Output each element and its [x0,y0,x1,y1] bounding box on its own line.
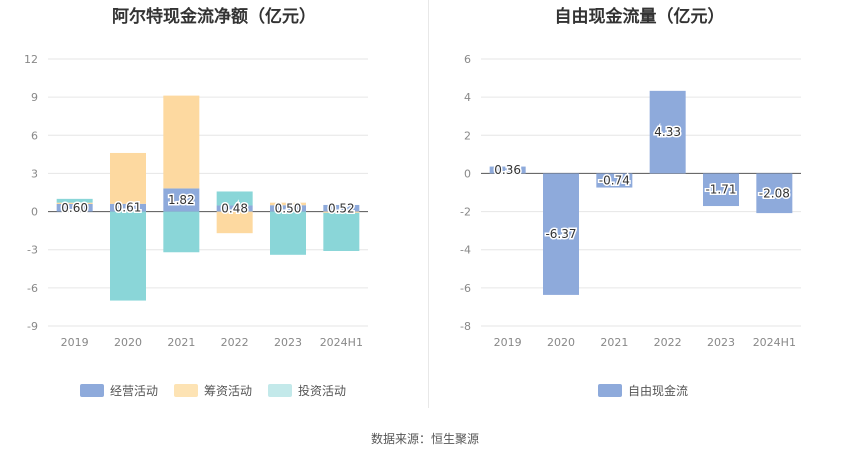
left-chart-title: 阿尔特现金流净额（亿元） [112,7,316,27]
left-y-tick-label: -3 [27,244,38,257]
left-bar-3 [56,198,93,203]
right-x-tick-label: 2022 [654,336,682,349]
legend-item-financing[interactable]: 筹资活动 [174,382,252,399]
panel-divider [428,0,429,408]
right-x-tick-label: 2024H1 [753,336,796,349]
legend-item-operating[interactable]: 经营活动 [80,382,158,399]
left-y-tick-label: 9 [31,91,38,104]
legend-item-investing[interactable]: 投资活动 [268,382,346,399]
right-y-tick-label: -6 [460,282,471,295]
left-bar-1 [110,203,146,212]
right-data-label: -0.74 [599,173,630,187]
left-bar-2 [323,211,360,213]
left-bar-2 [163,95,200,189]
left-bar-3 [323,212,360,251]
left-data-label: 1.82 [168,193,195,207]
left-bar-1 [270,205,306,212]
left-x-tick-label: 2019 [61,336,89,349]
right-x-tick-label: 2023 [707,336,735,349]
right-bar-1 [596,173,633,188]
left-y-tick-label: 6 [31,129,38,142]
legend-label-free-cash-flow: 自由现金流 [628,384,689,398]
right-bar-1 [703,173,739,207]
legend-item-free-cash-flow[interactable]: 自由现金流 [598,382,688,399]
right-y-tick-label: 4 [464,91,471,104]
right-bar-1 [649,90,686,174]
left-y-tick-label: 12 [24,53,38,66]
left-bar-1 [323,204,360,212]
legend-label-operating: 经营活动 [110,384,159,398]
left-x-tick-label: 2021 [167,336,195,349]
right-data-label: -1.71 [705,183,736,197]
right-data-label: -6.37 [545,227,576,241]
right-bar-1 [756,173,793,214]
left-y-tick-label: -6 [27,282,38,295]
left-bar-1 [56,203,93,212]
right-y-tick-label: -2 [460,206,471,219]
legend-swatch-investing [268,384,293,397]
left-bar-3 [216,191,253,206]
left-bar-2 [270,202,306,206]
left-y-tick-label: 0 [31,206,38,219]
left-bar-2 [56,202,93,204]
left-bar-1 [216,205,253,212]
right-y-tick-label: -4 [460,244,471,257]
left-data-label: 0.61 [115,201,142,215]
right-x-tick-label: 2019 [494,336,522,349]
left-x-tick-label: 2020 [114,336,142,349]
legend-swatch-operating [80,384,104,397]
legend-label-financing: 筹资活动 [204,384,253,398]
legend-swatch-free-cash-flow [598,384,622,397]
left-data-label: 0.52 [328,201,355,215]
right-chart-title: 自由现金流量（亿元） [554,7,725,27]
right-y-tick-label: 0 [464,167,471,180]
left-bar-3 [163,211,200,253]
legend-swatch-financing [174,384,199,397]
right-y-tick-label: 6 [464,53,471,66]
right-data-label: 0.36 [494,163,521,177]
left-bar-1 [163,188,200,212]
right-data-label: 4.33 [654,125,681,139]
left-bar-2 [216,211,253,234]
left-bar-2 [110,152,146,204]
left-x-tick-label: 2022 [221,336,249,349]
right-chart: -8 -6 -4 -2 0 2 4 6 2019 2020 2021 2022 2023 2024H1 0.… [460,53,801,349]
left-chart: -9 -6 -3 0 3 6 9 12 2019 2020 2021 2022 2023 2024H1 0.… [24,53,368,349]
left-x-tick-label: 2024H1 [320,336,363,349]
right-bar-1 [489,166,526,174]
right-bar-1 [543,173,579,295]
left-y-tick-label: 3 [31,167,38,180]
data-source: 数据来源：恒生聚源 [370,432,479,446]
left-x-tick-label: 2023 [274,336,302,349]
left-data-label: 0.50 [275,201,302,215]
left-y-tick-label: -9 [27,320,38,333]
left-data-label: 0.48 [221,202,248,216]
right-x-tick-label: 2020 [547,336,575,349]
left-bar-3 [110,211,146,301]
right-y-tick-label: -8 [460,320,471,333]
left-bar-3 [270,211,306,255]
right-y-tick-label: 2 [464,129,471,142]
legend-label-investing: 投资活动 [298,384,347,398]
right-data-label: -2.08 [759,186,790,200]
left-legend: 经营活动 筹资活动 投资活动 [80,382,346,399]
right-legend: 自由现金流 [598,382,688,399]
left-data-label: 0.60 [61,201,88,215]
right-x-tick-label: 2021 [600,336,628,349]
